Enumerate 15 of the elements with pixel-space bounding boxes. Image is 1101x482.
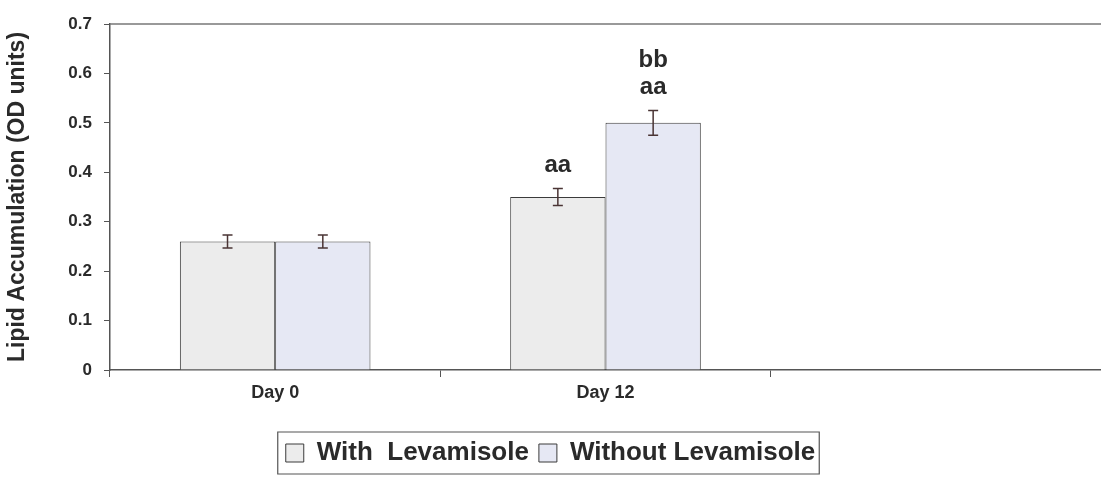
- y-tick-label: 0.6: [68, 63, 92, 83]
- annotation: aa: [544, 149, 572, 177]
- x-tick-label: Day 0: [251, 381, 300, 402]
- y-axis-title: Lipid Accumulation (OD units): [3, 31, 30, 363]
- y-tick-label: 0: [82, 359, 92, 379]
- annotation: bb aa: [638, 44, 668, 99]
- x-tick-label: Day 12: [576, 381, 635, 402]
- y-tick-label: 0.5: [68, 112, 92, 132]
- y-tick-label: 0.4: [68, 161, 93, 181]
- legend-label: Without Levamisole: [569, 436, 816, 467]
- y-tick-label: 0.1: [68, 310, 92, 330]
- legend-label: With Levamisole: [316, 436, 529, 467]
- y-tick-label: 0.7: [68, 13, 92, 33]
- y-tick-label: 0.3: [68, 211, 92, 231]
- y-tick-label: 0.2: [68, 260, 92, 280]
